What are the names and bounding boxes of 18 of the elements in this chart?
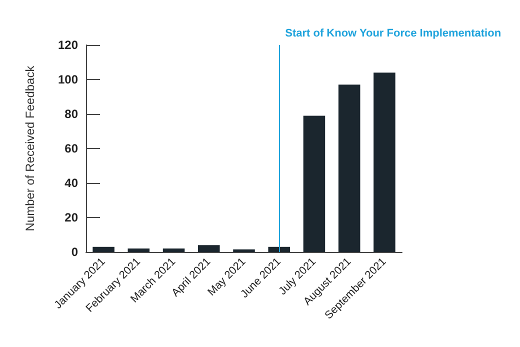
ref-line-label: Start of Know Your Force Implementation — [285, 28, 502, 40]
y-tick-label: 100 — [58, 72, 78, 86]
y-tick-label: 60 — [64, 142, 78, 156]
bar — [338, 84, 360, 252]
y-tick-label: 120 — [58, 38, 78, 52]
bar — [303, 116, 326, 252]
y-axis-title: Number of Received Feedback — [23, 64, 37, 232]
y-tick-label: 80 — [64, 107, 78, 121]
bar — [233, 249, 255, 252]
bar — [128, 248, 150, 252]
y-tick-label: 40 — [64, 176, 78, 190]
bar — [374, 72, 396, 252]
y-tick-label: 20 — [64, 210, 78, 224]
bar — [162, 248, 185, 252]
bar — [92, 246, 114, 252]
bar — [268, 246, 290, 252]
y-tick-label: 0 — [71, 245, 78, 259]
bar — [198, 245, 220, 252]
